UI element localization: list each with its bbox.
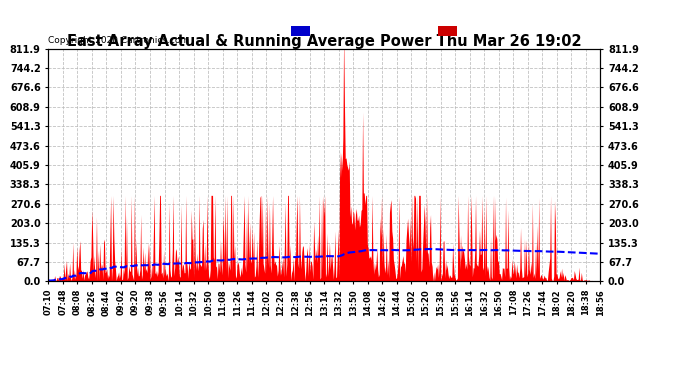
Title: East Array Actual & Running Average Power Thu Mar 26 19:02: East Array Actual & Running Average Powe…: [67, 34, 582, 49]
Legend: Average  (DC Watts), East Array  (DC Watts): Average (DC Watts), East Array (DC Watts…: [288, 24, 595, 39]
Text: Copyright 2020 Cartronics.com: Copyright 2020 Cartronics.com: [48, 36, 190, 45]
